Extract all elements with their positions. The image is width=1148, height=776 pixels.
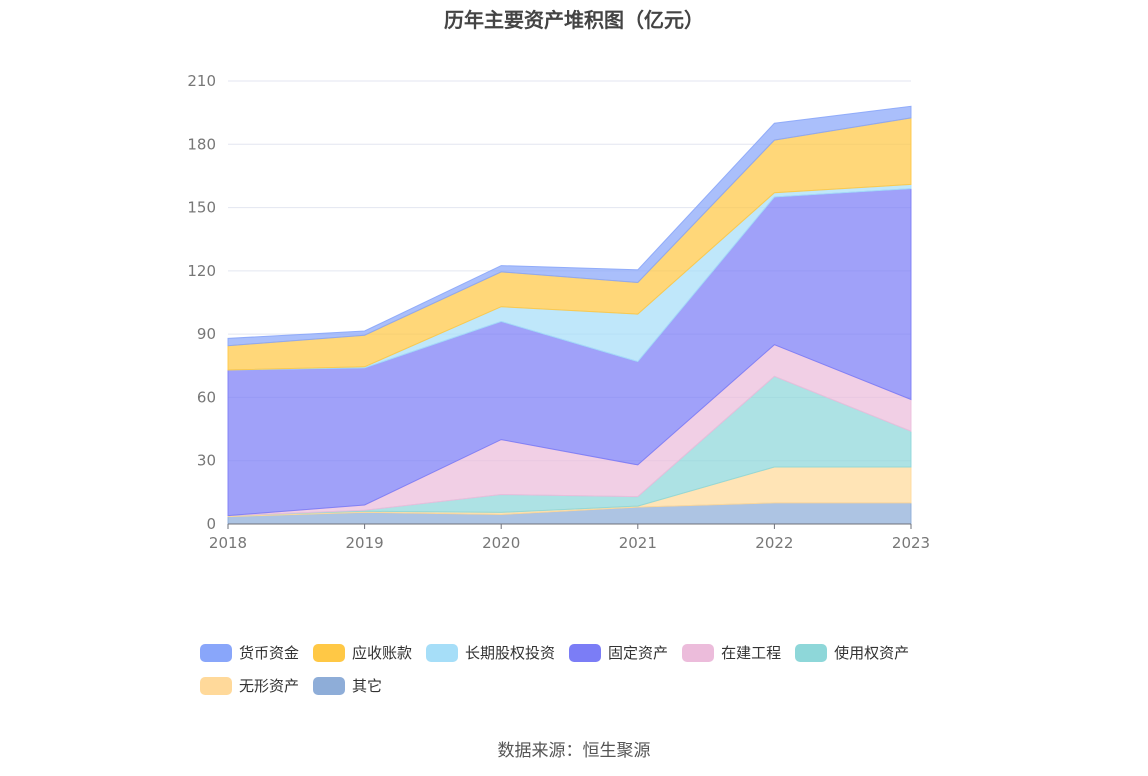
legend-swatch — [682, 643, 715, 662]
legend-swatch — [200, 643, 232, 662]
legend-swatch — [313, 643, 346, 662]
area-series-layer — [227, 105, 912, 525]
legend-item-应收账款[interactable]: 应收账款 — [313, 636, 412, 669]
axes: 0 30 60 90 120 150 180 210 2018 2019 2020 2021 2022 2… — [187, 72, 930, 552]
y-tick-label: 120 — [187, 262, 216, 280]
legend-label: 固定资产 — [608, 644, 669, 662]
x-tick-label: 2020 — [482, 534, 520, 552]
legend: 货币资金 应收账款 长期股权投资 固定资产 在建工程 使用权资产无形资产 其它 — [200, 636, 980, 702]
legend-item-使用权资产[interactable]: 使用权资产 — [795, 636, 909, 669]
legend-label: 使用权资产 — [834, 644, 910, 662]
legend-item-无形资产[interactable]: 无形资产 — [200, 669, 299, 702]
legend-item-在建工程[interactable]: 在建工程 — [682, 636, 781, 669]
x-tick-label: 2022 — [755, 534, 793, 552]
legend-label: 应收账款 — [352, 644, 413, 662]
legend-label: 无形资产 — [239, 677, 300, 695]
data-source-note: 数据来源：恒生聚源 — [497, 741, 651, 761]
x-tick-label: 2019 — [346, 534, 384, 552]
legend-swatch — [200, 676, 232, 695]
chart-title: 历年主要资产堆积图（亿元） — [444, 8, 704, 32]
legend-label: 货币资金 — [239, 644, 300, 662]
legend-swatch — [795, 643, 828, 662]
legend-swatch — [569, 643, 602, 662]
legend-swatch — [426, 643, 459, 662]
legend-label: 其它 — [352, 677, 383, 695]
legend-item-货币资金[interactable]: 货币资金 — [200, 636, 299, 669]
y-tick-label: 0 — [206, 515, 216, 533]
legend-swatch — [313, 676, 346, 695]
legend-label: 在建工程 — [721, 644, 782, 662]
area-series-货币资金[interactable] — [227, 105, 912, 347]
legend-item-长期股权投资[interactable]: 长期股权投资 — [426, 636, 555, 669]
y-tick-label: 150 — [187, 199, 216, 217]
y-tick-label: 180 — [187, 135, 216, 153]
y-tick-label: 90 — [197, 325, 216, 343]
legend-label: 长期股权投资 — [465, 644, 556, 662]
legend-item-固定资产[interactable]: 固定资产 — [569, 636, 668, 669]
y-tick-label: 210 — [187, 72, 216, 90]
y-tick-label: 30 — [197, 452, 216, 470]
legend-item-其它[interactable]: 其它 — [313, 669, 382, 702]
x-tick-label: 2018 — [209, 534, 247, 552]
y-tick-label: 60 — [197, 388, 216, 406]
x-tick-label: 2023 — [892, 534, 930, 552]
x-tick-label: 2021 — [619, 534, 657, 552]
